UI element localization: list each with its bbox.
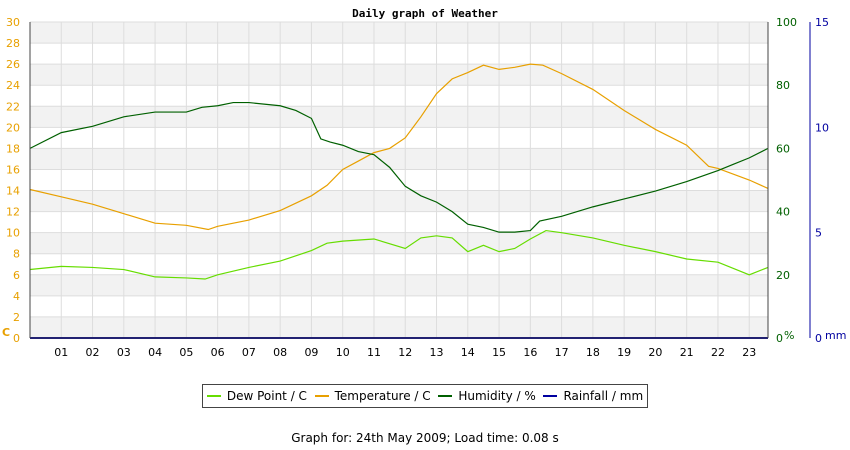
humidity-tick-label: 0 <box>776 332 783 345</box>
humidity-tick-label: 40 <box>776 206 790 219</box>
x-tick-label: 04 <box>148 346 162 359</box>
humidity-tick-label: 100 <box>776 16 797 29</box>
x-tick-label: 23 <box>742 346 756 359</box>
x-tick-label: 14 <box>461 346 475 359</box>
plot-band <box>30 274 768 296</box>
x-tick-label: 19 <box>617 346 631 359</box>
x-tick-label: 22 <box>711 346 725 359</box>
x-tick-label: 05 <box>179 346 193 359</box>
humidity-unit-label: % <box>784 329 794 342</box>
legend-label-dew-point: Dew Point / C <box>226 389 307 403</box>
x-tick-label: 11 <box>367 346 381 359</box>
x-tick-label: 01 <box>54 346 68 359</box>
graph-footer: Graph for: 24th May 2009; Load time: 0.0… <box>291 431 559 445</box>
legend-label-humidity: Humidity / % <box>458 389 536 403</box>
series-line-1 <box>29 63 769 231</box>
left-tick-label: 12 <box>6 206 20 219</box>
grid-lines <box>30 21 768 339</box>
left-tick-label: 24 <box>6 79 20 92</box>
x-tick-label: 21 <box>680 346 694 359</box>
left-tick-label: 20 <box>6 121 20 134</box>
x-tick-label: 03 <box>117 346 131 359</box>
chart-title: Daily graph of Weather <box>352 7 498 20</box>
plot-band <box>30 232 768 254</box>
left-tick-label: 2 <box>13 311 20 324</box>
left-tick-label: 18 <box>6 142 20 155</box>
left-tick-label: 0 <box>13 332 20 345</box>
left-tick-label: 28 <box>6 37 20 50</box>
left-tick-label: 6 <box>13 269 20 282</box>
humidity-tick-label: 80 <box>776 79 790 92</box>
rainfall-tick-label: 0 <box>815 332 822 345</box>
left-unit-label: C <box>2 326 10 339</box>
plot-background <box>30 22 768 338</box>
left-tick-label: 16 <box>6 163 20 176</box>
left-tick-label: 26 <box>6 58 20 71</box>
plot-band <box>30 64 768 86</box>
rainfall-tick-label: 5 <box>815 227 822 240</box>
humidity-tick-label: 20 <box>776 269 790 282</box>
x-tick-label: 15 <box>492 346 506 359</box>
axes-layer: 01 02 03 04 05 06 07 08 09 10 11 12 13 14 15 16 17 18 19 20… <box>2 16 846 359</box>
left-tick-label: 4 <box>13 290 20 303</box>
plot-band <box>30 22 768 44</box>
left-tick-label: 22 <box>6 100 20 113</box>
x-tick-label: 10 <box>336 346 350 359</box>
humidity-tick-label: 60 <box>776 142 790 155</box>
legend-swatch-dew-point <box>206 395 221 397</box>
plot-band <box>30 106 768 128</box>
rainfall-tick-label: 15 <box>815 16 829 29</box>
x-tick-label: 16 <box>523 346 537 359</box>
legend-item-temperature: Temperature / C <box>314 389 431 403</box>
x-tick-label: 09 <box>304 346 318 359</box>
legend-item-rainfall: Rainfall / mm <box>543 389 643 403</box>
x-tick-label: 06 <box>211 346 225 359</box>
rainfall-tick-label: 10 <box>815 121 829 134</box>
x-tick-label: 07 <box>242 346 256 359</box>
left-tick-label: 14 <box>6 185 20 198</box>
legend-swatch-rainfall <box>543 395 558 397</box>
x-tick-label: 17 <box>555 346 569 359</box>
x-tick-label: 02 <box>86 346 100 359</box>
plot-band <box>30 148 768 170</box>
left-tick-label: 8 <box>13 248 20 261</box>
chart-legend: Dew Point / C Temperature / C Humidity /… <box>202 384 648 408</box>
left-tick-label: 30 <box>6 16 20 29</box>
x-tick-label: 13 <box>430 346 444 359</box>
legend-swatch-temperature <box>314 395 329 397</box>
series-line-0 <box>29 229 769 280</box>
plot-band <box>30 190 768 212</box>
legend-item-humidity: Humidity / % <box>438 389 536 403</box>
legend-label-temperature: Temperature / C <box>334 389 431 403</box>
left-tick-label: 10 <box>6 227 20 240</box>
plot-band <box>30 316 768 338</box>
x-tick-label: 08 <box>273 346 287 359</box>
series-line-2 <box>29 101 769 233</box>
legend-swatch-humidity <box>438 395 453 397</box>
rainfall-unit-label: mm <box>825 329 846 342</box>
legend-item-dew-point: Dew Point / C <box>206 389 307 403</box>
x-tick-label: 12 <box>398 346 412 359</box>
x-tick-label: 18 <box>586 346 600 359</box>
x-tick-label: 20 <box>648 346 662 359</box>
legend-label-rainfall: Rainfall / mm <box>563 389 644 403</box>
